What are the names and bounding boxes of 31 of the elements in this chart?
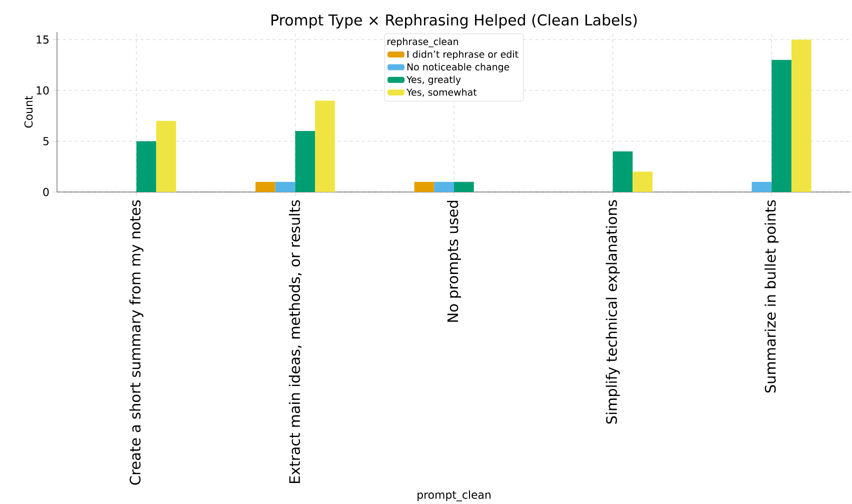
bar	[752, 182, 772, 192]
y-tick-label: 15	[36, 36, 49, 44]
x-tick-label: No prompts used	[447, 200, 461, 322]
bar	[275, 182, 296, 192]
y-tick-label: 5	[43, 137, 49, 146]
bar	[414, 182, 434, 192]
x-tick-label: Extract main ideas, methods, or results	[288, 200, 302, 484]
bar	[315, 100, 335, 192]
bar	[156, 120, 176, 192]
x-tick-label: Summarize in bullet points	[764, 200, 779, 393]
bar	[772, 60, 792, 192]
bar	[632, 172, 653, 192]
bar	[612, 151, 633, 192]
y-axis-title: Count	[24, 96, 33, 128]
y-tick-label: 0	[43, 188, 49, 196]
bar	[136, 141, 156, 192]
legend-title: rephrase_clean	[388, 38, 458, 48]
legend-label: No noticeable change	[407, 63, 510, 72]
bar	[434, 182, 454, 192]
bar	[295, 131, 316, 192]
bar	[256, 182, 276, 192]
y-tick-label: 10	[36, 86, 49, 95]
x-tick-label: Create a short summary from my notes	[129, 200, 144, 485]
legend-label: Yes, somewhat	[406, 88, 477, 97]
bar	[454, 182, 474, 192]
bar	[791, 40, 812, 192]
legend-label: I didn’t rephrase or edit	[407, 50, 518, 60]
legend-label: Yes, greatly	[406, 76, 461, 85]
chart-title: Prompt Type × Rephrasing Helped (Clean Labels)	[272, 14, 637, 28]
x-tick-label: Simplify technical explanations	[606, 200, 620, 424]
x-axis-title: prompt_clean	[418, 490, 490, 502]
